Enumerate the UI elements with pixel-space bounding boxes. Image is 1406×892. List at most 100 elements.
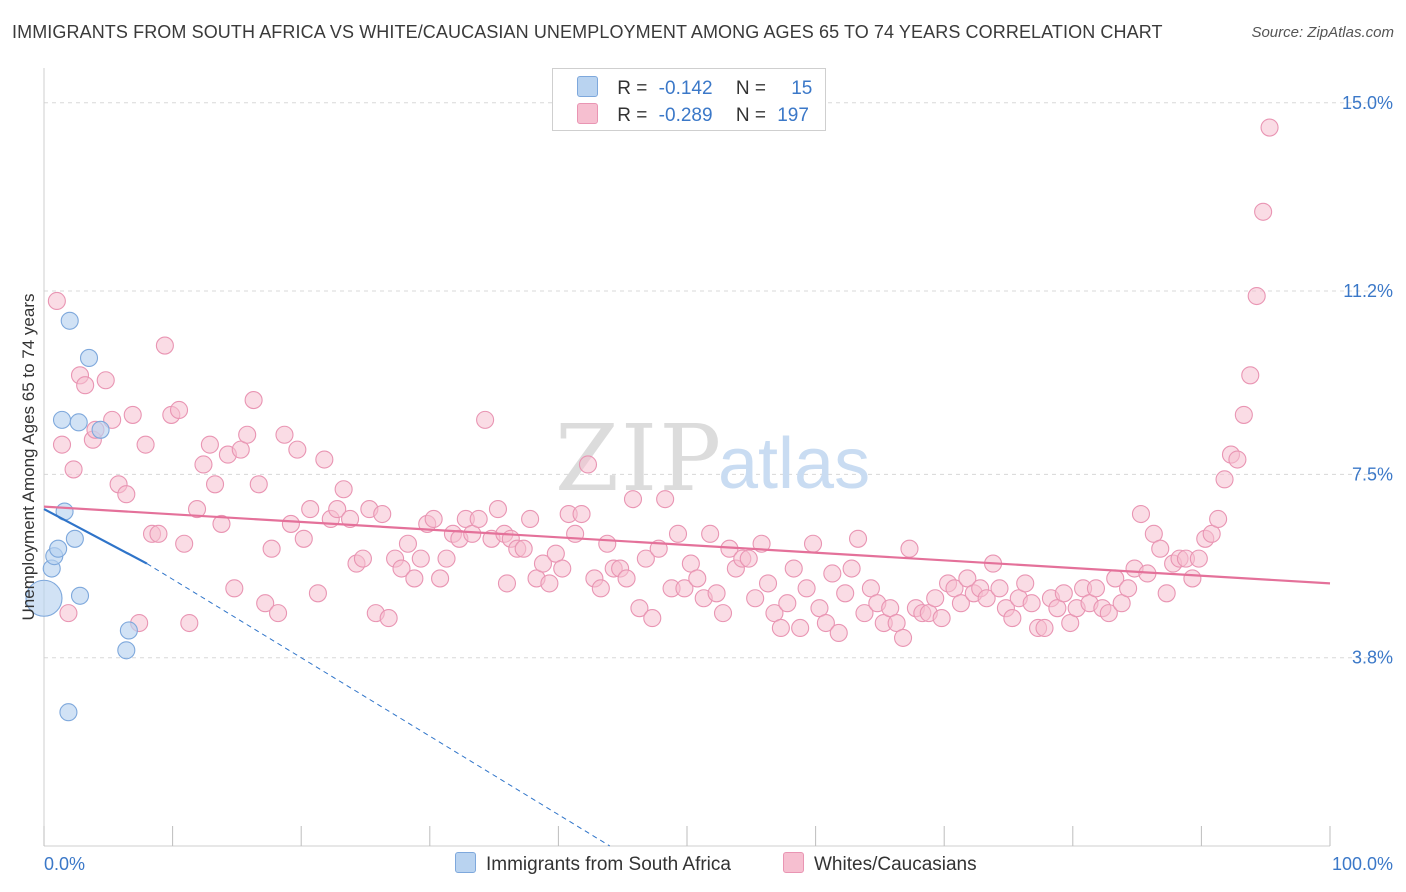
data-point-whites — [1247, 286, 1266, 306]
data-point-whites — [836, 584, 855, 603]
data-point-whites — [1035, 618, 1054, 638]
data-point-whites — [1241, 366, 1260, 385]
data-point-whites — [398, 534, 417, 553]
trendline-south-africa-extrapolated — [146, 563, 611, 847]
data-point-whites — [76, 376, 95, 395]
data-point-whites — [713, 604, 733, 623]
data-point-whites — [431, 569, 450, 588]
data-point-whites — [169, 400, 189, 420]
data-point-whites — [707, 584, 726, 603]
data-point-whites — [540, 574, 559, 593]
data-point-whites — [194, 455, 213, 474]
data-point-south-africa — [65, 529, 84, 548]
series-legend-whites: Whites/Caucasians — [783, 852, 977, 876]
data-point-whites — [758, 574, 778, 593]
data-point-whites — [514, 539, 533, 558]
legend-swatch-pink — [577, 103, 598, 124]
data-point-whites — [212, 514, 231, 533]
data-point-whites — [411, 549, 430, 568]
data-point-south-africa — [59, 703, 78, 722]
data-point-whites — [315, 450, 334, 469]
data-point-whites — [778, 594, 797, 613]
data-point-whites — [893, 628, 913, 647]
data-point-whites — [643, 609, 662, 628]
data-point-whites — [1003, 609, 1022, 628]
data-point-whites — [288, 440, 307, 459]
chart-title: IMMIGRANTS FROM SOUTH AFRICA VS WHITE/CA… — [12, 22, 1163, 42]
data-point-whites — [294, 529, 313, 548]
legend-row-whites: R = -0.289 N = 197 — [577, 103, 809, 127]
trendline-whites — [43, 505, 1331, 585]
data-point-whites — [829, 623, 848, 642]
south-africa-points — [25, 311, 138, 722]
series-swatch-pink — [783, 852, 804, 873]
data-point-whites — [578, 455, 598, 474]
data-point-whites — [791, 618, 810, 638]
data-point-whites — [675, 579, 694, 598]
data-point-whites — [256, 594, 275, 613]
series-label: Whites/Caucasians — [814, 854, 977, 875]
data-point-whites — [553, 559, 572, 578]
data-point-whites — [488, 500, 508, 519]
data-point-whites — [64, 460, 83, 479]
data-point-whites — [797, 579, 816, 598]
data-point-whites — [238, 425, 257, 444]
data-point-whites — [630, 599, 649, 618]
data-point-whites — [392, 559, 411, 578]
data-point-whites — [117, 485, 136, 504]
data-point-south-africa — [79, 348, 99, 367]
data-point-whites — [746, 589, 765, 608]
data-point-whites — [701, 524, 720, 543]
data-point-whites — [281, 514, 300, 533]
data-point-whites — [52, 435, 72, 454]
data-point-whites — [497, 574, 517, 593]
data-point-whites — [155, 336, 174, 355]
y-axis-label: Unemployment Among Ages 65 to 74 years — [19, 294, 38, 621]
source-label: Source: ZipAtlas.com — [1251, 24, 1394, 41]
data-point-whites — [1228, 450, 1247, 469]
legend-row-south-africa: R = -0.142 N = 15 — [577, 76, 812, 100]
data-point-whites — [275, 425, 294, 444]
data-point-whites — [341, 509, 360, 529]
data-point-whites — [308, 584, 327, 603]
data-point-whites — [1254, 202, 1273, 221]
x-tick-label: 100.0% — [1332, 854, 1393, 874]
series-legend-south-africa: Immigrants from South Africa — [455, 852, 731, 876]
data-point-whites — [59, 604, 78, 623]
data-point-whites — [96, 371, 115, 390]
trendlines — [43, 505, 1331, 847]
y-tick-label: 3.8% — [1352, 648, 1393, 668]
data-point-whites — [932, 609, 951, 628]
tick-labels: 3.8% 7.5% 11.2% 15.0% 0.0% 100.0% — [44, 93, 1393, 874]
data-point-whites — [803, 534, 823, 553]
correlation-legend: R = -0.142 N = 15 R = -0.289 N = 197 — [552, 68, 826, 131]
data-point-whites — [1151, 539, 1170, 558]
series-legend: Immigrants from South Africa Whites/Cauc… — [0, 852, 1406, 878]
data-point-whites — [990, 579, 1009, 598]
data-point-whites — [353, 549, 372, 568]
legend-n-value: 197 — [777, 105, 809, 126]
data-point-whites — [1189, 549, 1208, 568]
data-point-whites — [469, 509, 488, 529]
legend-r-label: R = — [617, 78, 648, 99]
data-point-whites — [900, 539, 919, 558]
data-point-whites — [1016, 574, 1035, 593]
watermark: ZIP atlas — [555, 405, 870, 512]
data-point-whites — [623, 490, 643, 509]
data-point-whites — [205, 475, 225, 494]
data-point-south-africa — [69, 413, 88, 432]
data-point-whites — [823, 564, 842, 583]
data-point-whites — [424, 509, 443, 529]
data-point-whites — [771, 618, 790, 638]
data-point-whites — [1215, 470, 1234, 489]
data-point-whites — [149, 524, 168, 543]
watermark-atlas: atlas — [718, 424, 870, 504]
data-point-whites — [842, 559, 861, 578]
data-point-whites — [244, 391, 263, 410]
data-point-south-africa — [25, 579, 63, 617]
whites-caucasians-points — [47, 118, 1279, 647]
data-point-whites — [784, 559, 803, 578]
data-point-whites — [47, 291, 66, 311]
data-point-whites — [533, 554, 553, 573]
data-point-whites — [636, 549, 655, 568]
